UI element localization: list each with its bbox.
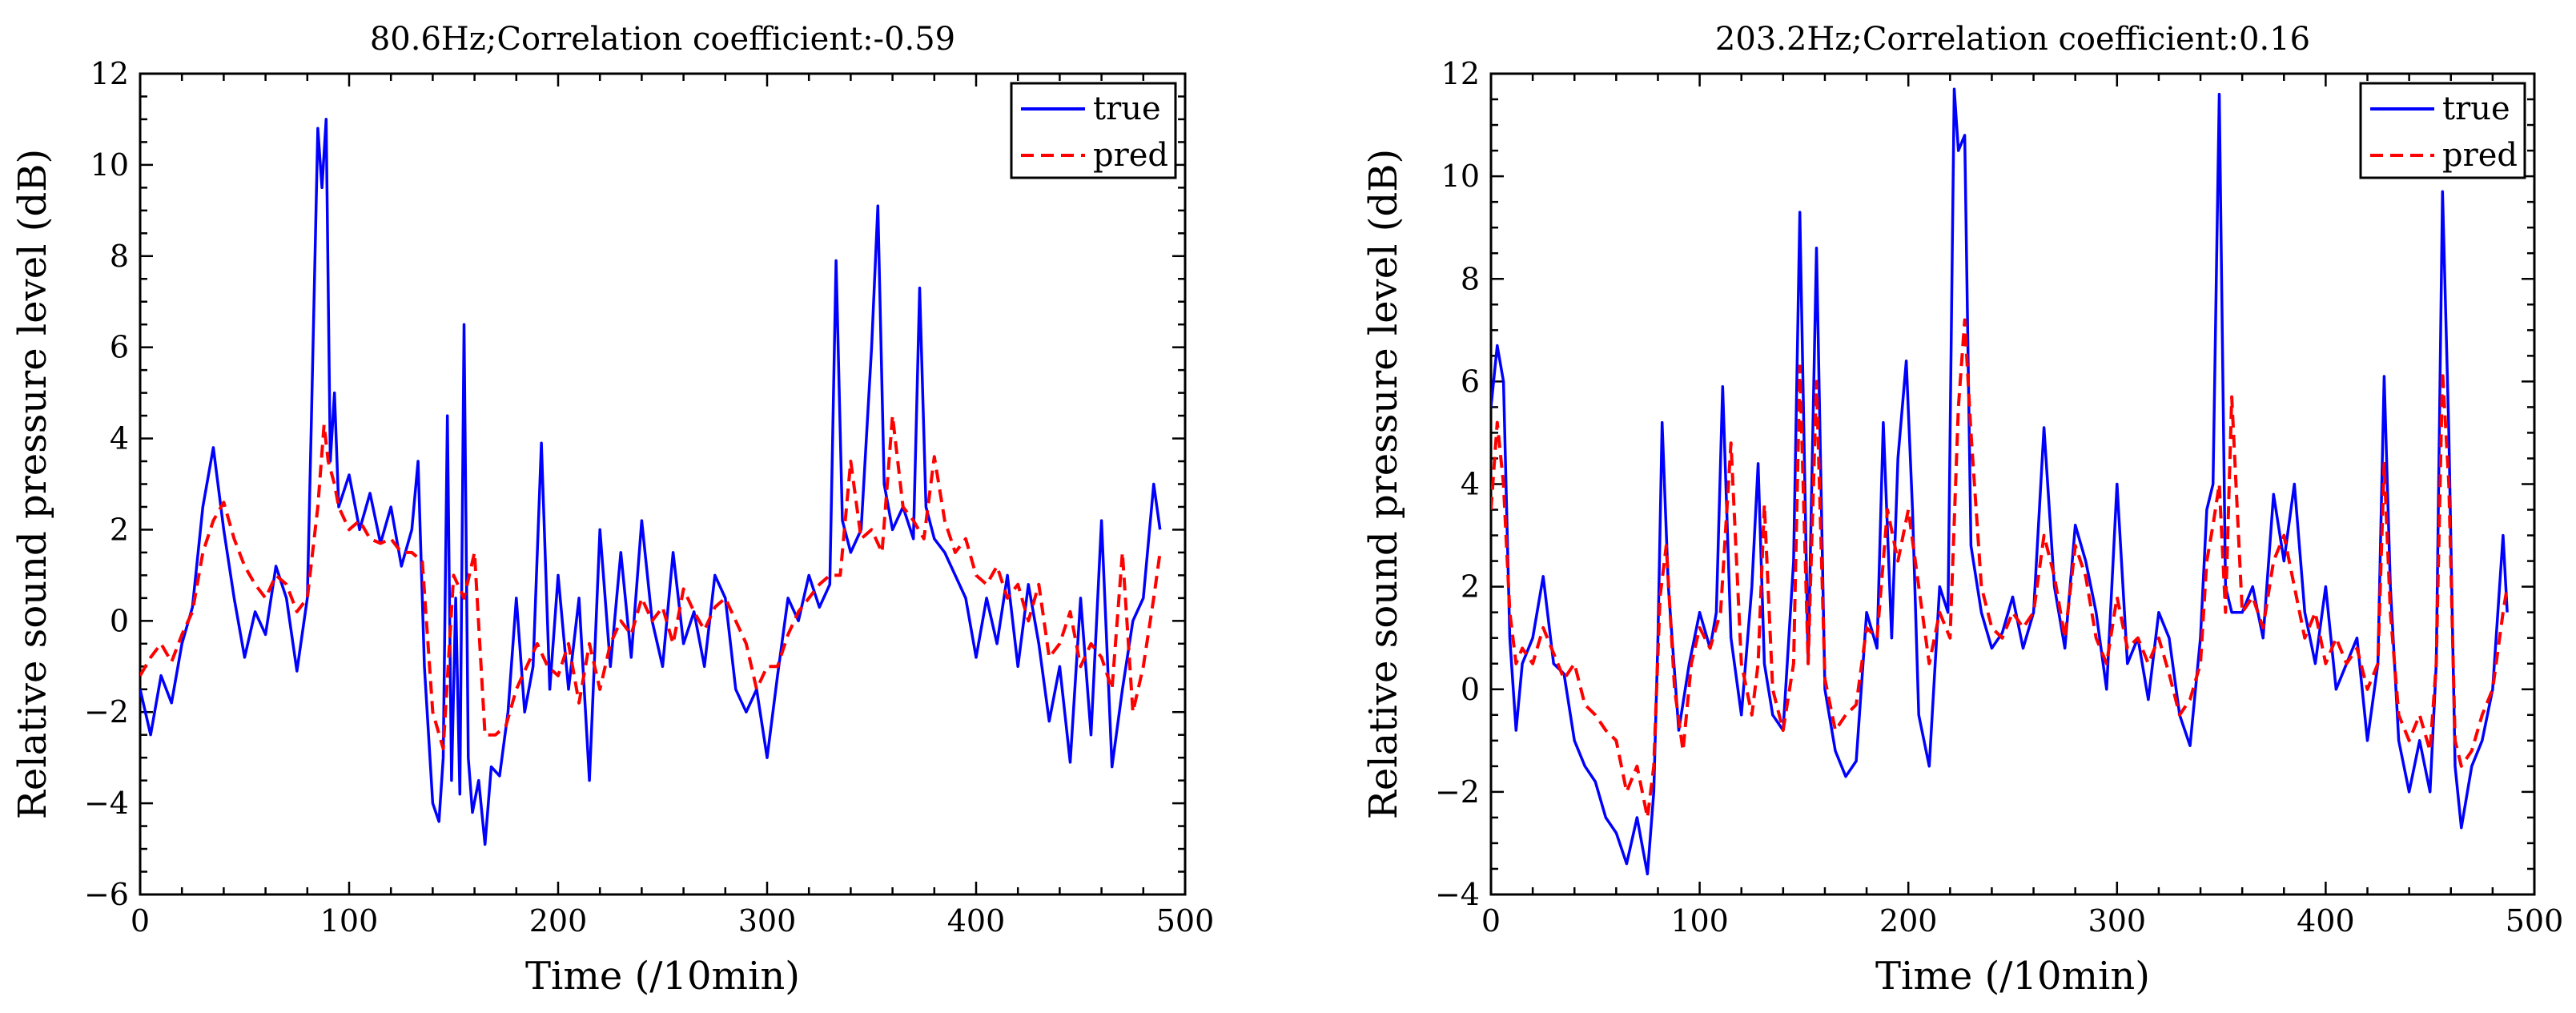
y-tick-label: −4 [84,786,129,821]
x-tick-label: 500 [1156,903,1215,939]
x-tick-label: 300 [2088,903,2147,939]
chart-panel-1: 80.6Hz;Correlation coefficient:-0.590 100… [10,21,1214,999]
series-line-pred [140,414,1162,750]
y-tick-label: 8 [110,239,129,274]
y-tick-label: −6 [84,877,129,912]
y-tick-label: 4 [1461,467,1480,502]
x-tick-label: 0 [131,903,150,939]
legend: true pred [1010,82,1177,179]
legend-box [2359,82,2526,179]
plot-area-frame [1489,72,2536,896]
y-tick-label: 6 [110,330,129,365]
x-axis-label: Time (/10min) [1875,954,2150,999]
y-tick-label: 2 [110,512,129,547]
legend-label-pred: pred [1093,137,1168,174]
x-tick-label: 500 [2506,903,2564,939]
chart-title: 203.2Hz;Correlation coefficient:0.16 [1715,21,2310,58]
y-axis-label: Relative sound pressure level (dB) [10,149,55,820]
x-tick-label: 100 [1670,903,1729,939]
legend-label-pred: pred [2442,137,2518,174]
legend-box [1010,82,1177,179]
x-tick-label: 0 [1481,903,1501,939]
y-tick-label: 0 [110,603,129,638]
y-axis-label: Relative sound pressure level (dB) [1361,149,1406,820]
y-tick-label: −2 [1435,774,1480,810]
y-tick-label: 6 [1461,364,1480,399]
legend-label-true: true [2442,90,2510,127]
x-tick-label: 300 [738,903,797,939]
chart-panel-2: 203.2Hz;Correlation coefficient:0.160 100… [1361,21,2563,999]
y-tick-label: 2 [1461,569,1480,605]
x-tick-label: 200 [529,903,588,939]
x-tick-label: 200 [1879,903,1938,939]
x-tick-label: 100 [320,903,379,939]
y-tick-label: 0 [1461,672,1480,707]
legend-label-true: true [1093,90,1161,127]
y-tick-label: 4 [110,421,129,456]
y-tick-label: 10 [1441,159,1480,194]
y-tick-label: 8 [1461,261,1480,296]
series-line-true [140,118,1162,846]
y-tick-label: −2 [84,694,129,730]
x-axis-label: Time (/10min) [525,954,800,999]
plot-area-frame [139,72,1187,896]
y-tick-label: −4 [1435,877,1480,912]
x-tick-label: 400 [2297,903,2355,939]
y-tick-label: 12 [1441,56,1480,91]
x-tick-label: 400 [947,903,1006,939]
legend: true pred [2359,82,2526,179]
y-tick-label: 12 [90,56,129,91]
chart-title: 80.6Hz;Correlation coefficient:-0.59 [370,21,955,58]
y-tick-label: 10 [90,147,129,183]
series-line-true [1491,87,2509,876]
series-line-pred [1491,318,2510,819]
